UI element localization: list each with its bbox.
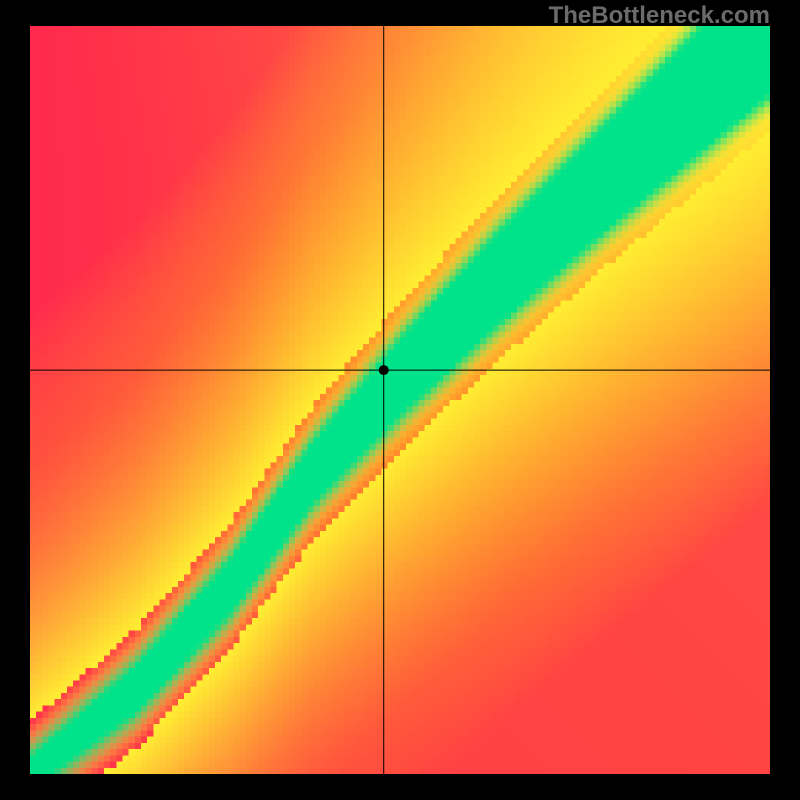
- bottleneck-heatmap: [30, 26, 770, 774]
- chart-root: TheBottleneck.com: [0, 0, 800, 800]
